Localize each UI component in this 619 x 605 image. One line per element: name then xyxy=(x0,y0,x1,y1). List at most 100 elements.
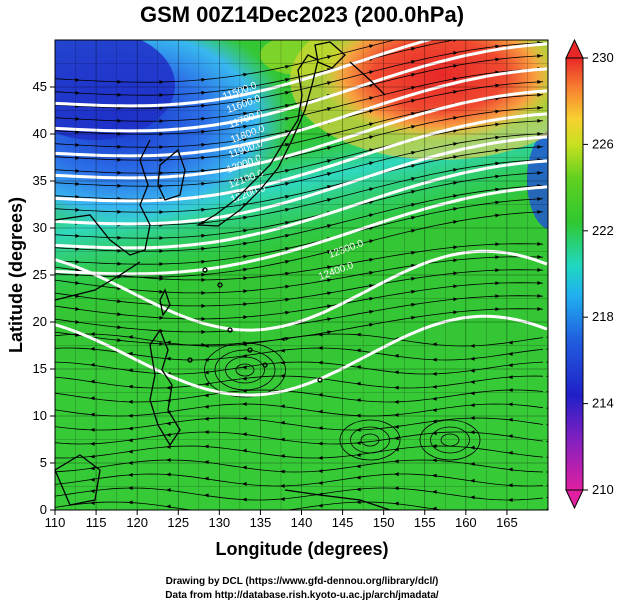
wind-arrow xyxy=(470,495,475,500)
colorbar-tick-labels: 210 214 218 222 226 230 xyxy=(583,50,614,497)
wind-arrow xyxy=(166,458,171,462)
streamline xyxy=(55,282,544,320)
wind-arrow xyxy=(495,255,500,260)
wind-arrow xyxy=(285,194,290,199)
wind-arrow xyxy=(411,315,416,320)
wind-arrow xyxy=(90,477,95,482)
wind-arrow xyxy=(508,340,513,345)
wind-arrow xyxy=(242,416,247,421)
wind-arrow xyxy=(285,116,290,121)
warm-blob-mid xyxy=(260,40,340,75)
wind-arrow xyxy=(285,64,290,69)
wind-arrow xyxy=(394,424,399,429)
wind-arrow xyxy=(369,257,374,262)
y-tick-label: 40 xyxy=(33,126,47,141)
wind-arrow xyxy=(327,172,332,176)
wind-arrow xyxy=(75,77,80,82)
wind-arrow xyxy=(356,381,361,386)
wind-arrow xyxy=(280,484,285,488)
wind-arrow xyxy=(327,81,332,85)
wind-arrow xyxy=(128,335,133,339)
wind-arrow xyxy=(159,145,164,150)
wind-arrow xyxy=(117,157,122,162)
wind-arrow xyxy=(285,181,290,186)
wind-arrow xyxy=(285,259,290,264)
wind-arrow xyxy=(204,343,209,348)
coastline xyxy=(195,54,319,227)
x-tick-label: 110 xyxy=(45,515,66,530)
wind-arrow xyxy=(242,365,247,370)
wind-arrow xyxy=(166,444,171,449)
wind-arrow xyxy=(204,370,209,375)
wind-arrow xyxy=(166,421,171,426)
colorbar-scale xyxy=(565,57,584,491)
colorbar-tick-label: 210 xyxy=(592,482,614,497)
wind-arrow xyxy=(201,317,206,321)
wind-arrow xyxy=(159,106,164,111)
lat-lon-grid xyxy=(55,40,548,510)
wind-arrow xyxy=(280,453,285,458)
wind-arrow xyxy=(432,489,437,494)
coastline xyxy=(55,139,151,301)
wind-arrow xyxy=(327,55,332,59)
wind-arrow xyxy=(243,111,248,116)
wind-arrow xyxy=(159,184,164,189)
wind-arrow xyxy=(242,497,247,502)
wind-arrow xyxy=(128,449,133,454)
wind-arrow xyxy=(432,444,437,449)
cold-core xyxy=(55,40,175,140)
colorbar-bottom-arrow xyxy=(565,489,584,510)
colorbar-tick-label: 218 xyxy=(592,309,614,324)
wind-arrow xyxy=(75,259,80,264)
wind-arrow xyxy=(166,385,171,390)
wind-arrow xyxy=(432,506,437,510)
wind-arrow xyxy=(318,441,323,446)
wind-arrow xyxy=(356,441,361,445)
wind-arrow xyxy=(394,400,399,404)
wind-arrow xyxy=(327,317,332,322)
wind-arrow xyxy=(453,220,458,224)
wind-arrow xyxy=(75,181,80,186)
wind-arrow xyxy=(394,472,399,477)
x-tick-label: 140 xyxy=(291,515,313,530)
wind-arrow xyxy=(327,250,332,254)
wind-arrow xyxy=(411,150,416,155)
coastline xyxy=(149,328,181,447)
streamline xyxy=(55,333,544,347)
wind-arrow xyxy=(537,145,542,149)
wind-arrow xyxy=(75,246,80,251)
wind-arrow xyxy=(90,412,95,417)
streamline xyxy=(55,81,544,148)
x-tick-labels: 110 115 120 125 130 135 140 145 150 155 160 165 xyxy=(45,510,518,530)
wind-arrow xyxy=(75,129,80,134)
wind-arrow xyxy=(411,276,416,281)
wind-arrow xyxy=(280,420,285,425)
wind-arrow xyxy=(537,197,542,201)
wind-arrow xyxy=(318,456,323,460)
wind-arrow xyxy=(411,59,416,64)
wind-arrow xyxy=(75,194,80,199)
credit-line-2: Data from http://database.rish.kyoto-u.a… xyxy=(165,590,439,601)
wind-arrow xyxy=(537,294,542,298)
wind-arrow xyxy=(470,356,475,361)
wind-arrow xyxy=(369,322,374,327)
wind-arrow xyxy=(201,168,206,173)
wind-arrow xyxy=(318,332,323,337)
wind-arrow xyxy=(204,444,209,449)
wind-arrow xyxy=(453,168,458,172)
y-tick-label: 0 xyxy=(40,502,47,517)
streamline xyxy=(55,431,544,445)
wind-arrow xyxy=(508,388,513,393)
streamline xyxy=(55,501,544,510)
wind-arrow xyxy=(318,503,323,508)
credit-line-1: Drawing by DCL (https://www.gfd-dennou.o… xyxy=(166,576,439,587)
wind-arrow xyxy=(432,371,437,376)
wind-arrow xyxy=(508,498,513,502)
wind-arrow xyxy=(369,96,374,101)
wind-arrow xyxy=(166,340,171,345)
island xyxy=(217,282,223,288)
wind-arrow xyxy=(495,268,500,273)
wind-arrow xyxy=(537,80,542,84)
wind-arrow xyxy=(243,176,248,181)
wind-arrow xyxy=(128,368,133,373)
